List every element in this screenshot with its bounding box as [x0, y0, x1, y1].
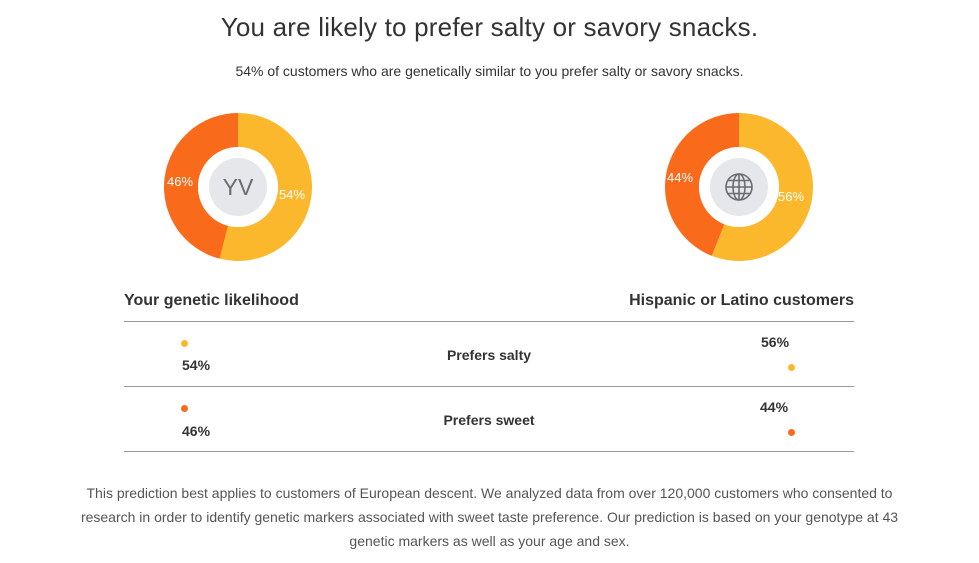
footnote-line: genetic markers as well as your age and …: [349, 533, 630, 549]
globe-icon: [725, 173, 753, 201]
right-sweet-value: 44%: [760, 399, 789, 415]
donut-label-salty: 54%: [279, 187, 306, 202]
donut-slice-prefers-sweet: [164, 113, 238, 259]
sweet-legend-dot: [181, 405, 188, 412]
donut-hispanic-latino: 44% 56%: [665, 113, 813, 261]
donut-your-likelihood: YV 46% 54%: [164, 113, 312, 261]
left-column-heading: Your genetic likelihood: [124, 292, 299, 309]
page-title: You are likely to prefer salty or savory…: [220, 12, 759, 42]
salty-legend-dot: [181, 340, 188, 347]
row-label-salty: Prefers salty: [446, 347, 532, 363]
donut-slice-prefers-salty: [219, 113, 312, 261]
divider-bottom: [124, 451, 854, 452]
right-column-heading: Hispanic or Latino customers: [629, 292, 854, 309]
footnote: This prediction best applies to customer…: [0, 481, 979, 553]
left-salty-value: 54%: [182, 357, 211, 373]
donut-slice-prefers-sweet: [665, 113, 739, 256]
divider-middle: [124, 386, 854, 387]
salty-legend-dot: [788, 364, 795, 371]
row-label-sweet: Prefers sweet: [443, 412, 535, 428]
footnote-line: research in order to identify genetic ma…: [80, 509, 899, 525]
donut-slice-prefers-salty: [711, 113, 813, 261]
right-salty-value: 56%: [761, 334, 790, 350]
globe-avatar: [710, 158, 768, 216]
footnote-line: This prediction best applies to customer…: [86, 485, 893, 501]
avatar-initials: YV: [222, 173, 254, 200]
donut-label-sweet: 44%: [667, 170, 694, 185]
left-sweet-value: 46%: [182, 423, 211, 439]
donut-label-salty: 56%: [778, 189, 805, 204]
divider-top: [124, 321, 854, 322]
donut-label-sweet: 46%: [167, 174, 194, 189]
page-subtitle: 54% of customers who are genetically sim…: [235, 63, 744, 79]
sweet-legend-dot: [788, 429, 795, 436]
avatar: YV: [209, 158, 267, 216]
